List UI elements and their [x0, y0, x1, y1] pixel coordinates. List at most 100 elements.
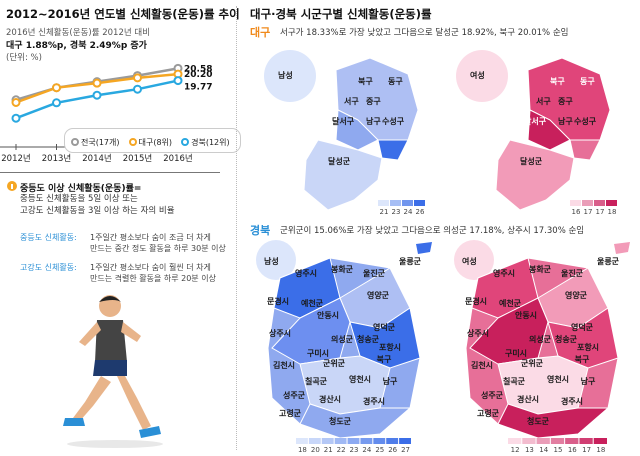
x-tick-label: 2014년 [82, 153, 111, 164]
scale-swatch [508, 438, 522, 444]
district-label: 중구 [366, 97, 381, 106]
district-label: 울진군 [363, 268, 386, 278]
scale-swatch [582, 200, 593, 206]
district-label: 남구 [366, 116, 381, 126]
scale-swatch [606, 200, 617, 206]
data-point [133, 73, 142, 83]
district-label: 칠곡군 [503, 376, 526, 386]
district-label: 의성군 [331, 334, 354, 344]
x-tick-label: 2016년 [163, 153, 192, 164]
vigorous-desc: 1주일간 평소보다 숨이 훨씬 더 차게 만드는 격렬한 활동을 하루 20분 … [90, 262, 216, 284]
district-label: 군위군 [323, 358, 346, 368]
legend-item: 경북(12위) [181, 137, 230, 148]
scale-label: 18 [298, 446, 307, 454]
female-label: 여성 [470, 70, 485, 80]
district-label: 달서구 [524, 116, 547, 126]
district-label: 서구 [536, 96, 551, 106]
female-label: 여성 [462, 256, 477, 266]
end-label: 19.77 [184, 83, 212, 93]
scale-swatch [308, 438, 321, 444]
district-label: 예천군 [499, 298, 522, 308]
district-label: 청도군 [329, 416, 352, 426]
scale-label: 23 [350, 446, 359, 454]
district-label: 북구 [358, 76, 373, 86]
district-label: 군위군 [521, 358, 544, 368]
district-label: 상주시 [467, 328, 489, 338]
scale-label: 21 [380, 208, 389, 216]
desc-line: 만드는 중간 정도 활동을 하루 30분 이상 [90, 244, 226, 253]
data-point [92, 78, 102, 88]
color-scale: 12 13 14 15 16 17 18 [508, 438, 607, 454]
district-label: 안동시 [515, 310, 537, 320]
scale-swatch [373, 438, 386, 444]
scale-swatch [536, 438, 550, 444]
legend-item: 대구(8위) [128, 137, 173, 148]
scale-swatch [360, 438, 373, 444]
district-label: 남구 [383, 376, 398, 386]
gb-tag: 경북 [250, 224, 271, 237]
x-tick-label: 2012년 [1, 153, 30, 164]
daegu-tag: 대구 [250, 26, 271, 39]
end-label: 20.58 [184, 64, 212, 74]
scale-label: 21 [324, 446, 333, 454]
scale-swatch [399, 438, 411, 444]
district-label: 영덕군 [373, 322, 396, 332]
district-label: 수성구 [574, 116, 597, 126]
legend-label: 경북(12위) [191, 137, 230, 147]
scale-swatch [594, 200, 605, 206]
district-label: 봉화군 [529, 264, 552, 274]
scale-swatch [390, 200, 401, 206]
district-label: 동구 [388, 77, 403, 86]
subtitle: 2016년 신체활동(운동)률 2012년 대비 [6, 28, 151, 38]
data-point [92, 90, 102, 100]
unit-label: (단위: %) [6, 53, 42, 63]
scale-label: 27 [401, 446, 410, 454]
district-label: 영주시 [295, 268, 317, 278]
color-scale: 21 23 24 26 [378, 200, 425, 216]
data-point [52, 83, 61, 93]
scale-swatch [402, 200, 413, 206]
district-label: 울릉군 [597, 256, 620, 266]
definition-text: 중등도 신체활동을 5일 이상 또는 고강도 신체활동을 3일 이상 하는 자의… [20, 193, 175, 217]
male-label: 남성 [264, 256, 279, 266]
legend-label: 대구(8위) [138, 137, 173, 147]
scale-label: 20 [311, 446, 320, 454]
desc-line: 1주일간 평소보다 숨이 훨씬 더 차게 [90, 263, 211, 272]
vigorous-label: 고강도 신체활동: [20, 263, 77, 272]
district-label: 청송군 [357, 334, 380, 344]
gb-desc: 군위군이 15.06%로 가장 낮았고 그다음으로 의성군 17.18%, 상주… [280, 226, 585, 236]
scale-label: 24 [404, 208, 413, 216]
scale-swatch [414, 200, 425, 206]
data-point [173, 76, 183, 86]
scale-label: 16 [568, 446, 577, 454]
scale-label: 18 [608, 208, 617, 216]
district-label: 북구 [575, 354, 590, 364]
male-label: 남성 [278, 70, 293, 80]
district-label: 북구 [550, 76, 565, 86]
scale-swatch [522, 438, 536, 444]
district-label: 고령군 [477, 408, 500, 418]
scale-swatch [550, 438, 565, 444]
district-label: 포항시 [577, 342, 599, 352]
scale-swatch [386, 438, 399, 444]
scale-label: 17 [582, 446, 591, 454]
district-label: 남구 [558, 116, 573, 126]
district-label: 경산시 [319, 394, 341, 404]
daegu-desc: 서구가 18.33%로 가장 낮았고 그다음으로 달성군 18.92%, 북구 … [280, 28, 569, 38]
district-label: 수성구 [382, 116, 405, 126]
scale-swatch [579, 438, 593, 444]
district-label: 포항시 [379, 342, 401, 352]
district-label: 영주시 [493, 268, 515, 278]
info-icon [7, 181, 17, 191]
left-title: 2012~2016년 연도별 신체활동(운동)률 추이 [6, 7, 240, 21]
district-label: 문경시 [267, 296, 289, 306]
district-label: 영천시 [349, 374, 371, 384]
district-label: 칠곡군 [305, 376, 328, 386]
district-label: 서구 [344, 96, 359, 106]
district-label: 고령군 [279, 408, 302, 418]
scale-label: 17 [596, 208, 605, 216]
district-label: 김천시 [273, 360, 295, 370]
district-label: 중구 [558, 97, 573, 106]
